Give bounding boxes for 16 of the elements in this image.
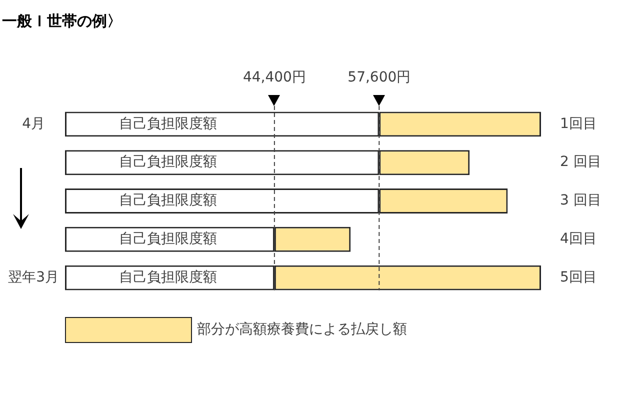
text: 部分が高額療養費による払戻し額 <box>197 322 407 338</box>
chart-title: 一般Ｉ世帯の例〉 <box>2 12 122 30</box>
text: 自己負担限度額 <box>119 231 217 248</box>
text: 自己負担限度額 <box>119 269 217 286</box>
series-label: 自己負担限度額 <box>119 192 217 209</box>
y-tick-label: 翌年3月 <box>8 269 60 286</box>
y2-tick-label: 2 回目 <box>560 154 602 170</box>
y2-tick-label: 5回目 <box>560 269 597 286</box>
text: 自己負担限度額 <box>119 154 217 170</box>
ref-line-label: 57,600円 <box>348 70 411 86</box>
text: 自己負担限度額 <box>119 116 217 132</box>
y2-tick-label: 1回目 <box>560 116 597 132</box>
y2-tick-label: 3 回目 <box>560 192 602 209</box>
y-tick-label: 4月 <box>22 116 46 132</box>
ref-line-label: 44,400円 <box>242 70 306 86</box>
y2-tick-label: 4回目 <box>560 231 597 248</box>
